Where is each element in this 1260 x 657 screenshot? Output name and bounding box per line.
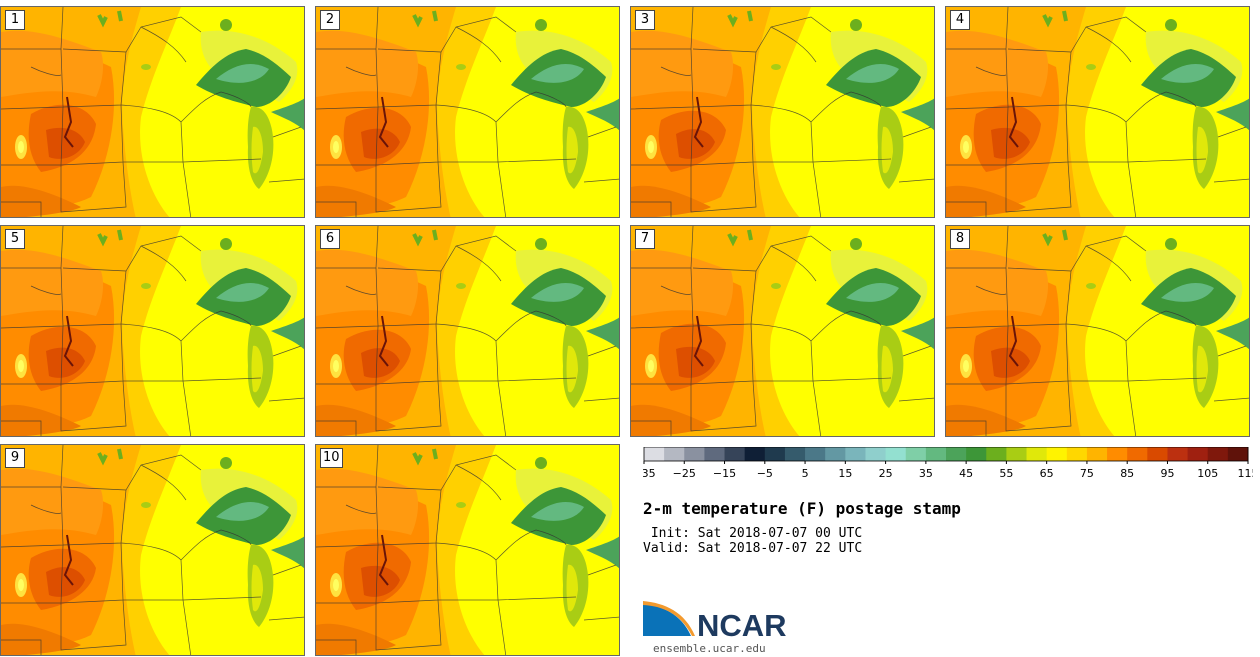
colorbar-swatch <box>805 447 826 461</box>
member-panel: 1 <box>0 6 305 218</box>
member-number: 9 <box>5 448 25 468</box>
member-panel: 7 <box>630 225 935 437</box>
colorbar-swatch <box>644 447 665 461</box>
colorbar-swatch <box>1167 447 1189 461</box>
colorbar-swatch <box>1227 447 1249 461</box>
figure-title: 2-m temperature (F) postage stamp <box>643 499 961 518</box>
ncar-logo-swoosh-orange <box>643 601 695 636</box>
colorbar-swatch <box>684 447 705 461</box>
member-number: 3 <box>635 10 655 30</box>
temperature-map <box>1 7 304 217</box>
member-panel: 3 <box>630 6 935 218</box>
colorbar-swatch <box>986 447 1007 461</box>
colorbar-tick-label: −5 <box>757 467 773 480</box>
member-panel: 2 <box>315 6 620 218</box>
member-number: 2 <box>320 10 340 30</box>
member-panel: 10 <box>315 444 620 656</box>
colorbar-swatch <box>1187 447 1209 461</box>
member-panel: 5 <box>0 225 305 437</box>
temperature-map <box>1 445 304 655</box>
ncar-logo-text: NCAR <box>697 608 787 642</box>
colorbar-swatch <box>845 447 866 461</box>
temperature-map <box>316 445 619 655</box>
temperature-map <box>946 7 1249 217</box>
colorbar-tick-label: 65 <box>1040 467 1054 480</box>
colorbar-swatch <box>1066 447 1088 461</box>
colorbar-swatch <box>1006 447 1028 461</box>
colorbar-tick-label: 55 <box>999 467 1013 480</box>
member-panel: 4 <box>945 6 1250 218</box>
member-number: 10 <box>320 448 343 468</box>
colorbar-tick-label: 115 <box>1238 467 1254 480</box>
colorbar-swatch <box>946 447 967 461</box>
member-number: 1 <box>5 10 25 30</box>
temperature-map <box>316 7 619 217</box>
colorbar-swatch <box>1046 447 1068 461</box>
colorbar-tick-label: 105 <box>1197 467 1218 480</box>
colorbar-tick-label: 95 <box>1160 467 1174 480</box>
colorbar-swatch <box>925 447 947 461</box>
colorbar-swatch <box>724 447 746 461</box>
member-number: 4 <box>950 10 970 30</box>
colorbar-swatch <box>784 447 806 461</box>
colorbar-swatch <box>1127 447 1148 461</box>
member-number: 6 <box>320 229 340 249</box>
temperature-map <box>946 226 1249 436</box>
colorbar-swatch <box>704 447 726 461</box>
temperature-map <box>631 226 934 436</box>
colorbar-swatch <box>1147 447 1168 461</box>
colorbar-tick-label: 45 <box>959 467 973 480</box>
colorbar-swatch <box>825 447 846 461</box>
member-panel: 8 <box>945 225 1250 437</box>
colorbar-tick-label: 75 <box>1080 467 1094 480</box>
colorbar-tick-label: −35 <box>643 467 656 480</box>
colorbar-tick-label: −25 <box>673 467 696 480</box>
colorbar-swatch <box>1026 447 1048 461</box>
colorbar-tick-label: 25 <box>879 467 893 480</box>
colorbar-tick-label: 5 <box>802 467 809 480</box>
ncar-logo: NCAR <box>643 601 787 642</box>
valid-time: Valid: Sat 2018-07-07 22 UTC <box>643 541 863 556</box>
colorbar-swatch <box>1086 447 1108 461</box>
colorbar-tick-label: 35 <box>919 467 933 480</box>
temperature-colorbar: −35 −25 −15 −5 5 15 25 35 45 55 65 75 85 95 105 115 <box>643 447 1254 480</box>
colorbar-swatch <box>885 447 907 461</box>
member-panel: 9 <box>0 444 305 656</box>
colorbar-swatch <box>865 447 887 461</box>
ncar-logo-swoosh-blue <box>643 604 691 636</box>
colorbar-swatch <box>744 447 766 461</box>
colorbar-swatch <box>764 447 786 461</box>
member-number: 5 <box>5 229 25 249</box>
colorbar-swatch <box>1107 447 1128 461</box>
colorbar-tick-label: 85 <box>1120 467 1134 480</box>
ncar-logo-url: ensemble.ucar.edu <box>653 642 766 655</box>
member-panel: 6 <box>315 225 620 437</box>
colorbar-swatch <box>664 447 685 461</box>
temperature-map <box>316 226 619 436</box>
colorbar-outline <box>643 447 1249 462</box>
init-time: Init: Sat 2018-07-07 00 UTC <box>643 526 863 541</box>
temperature-map <box>631 7 934 217</box>
member-number: 7 <box>635 229 655 249</box>
member-number: 8 <box>950 229 970 249</box>
temperature-map <box>1 226 304 436</box>
colorbar-tick-label: 15 <box>838 467 852 480</box>
colorbar-swatch <box>1207 447 1229 461</box>
colorbar-tick-label: −15 <box>713 467 736 480</box>
colorbar-swatch <box>966 447 987 461</box>
colorbar-swatch <box>905 447 927 461</box>
